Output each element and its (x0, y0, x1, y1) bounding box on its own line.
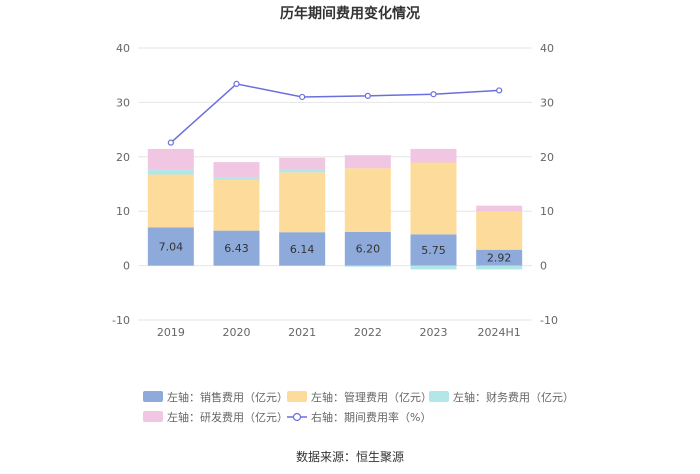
legend-label: 左轴：销售费用（亿元） (167, 390, 288, 404)
legend-swatch (143, 391, 163, 402)
y-right-tick-label: 0 (540, 260, 547, 273)
bar-segment (279, 169, 326, 173)
bar-segment (147, 174, 194, 228)
y-left-tick-label: 20 (116, 151, 130, 164)
bar-segment (213, 177, 260, 180)
legend: 左轴：销售费用（亿元） 左轴：管理费用（亿元） 左轴：财务费用（亿元） 左轴：研发费用… (143, 390, 574, 424)
bar-value-label: 6.14 (290, 243, 315, 256)
bar-segment (147, 169, 194, 175)
bar-segment (213, 230, 260, 266)
bar-segment (344, 168, 391, 232)
bar-segment (279, 232, 326, 266)
bar-segment (410, 162, 457, 235)
bar-value-label: 2.92 (487, 252, 512, 265)
legend-marker (292, 412, 302, 422)
x-tick-label: 2024H1 (478, 326, 521, 339)
x-tick-label: 2021 (288, 326, 316, 339)
bar-segment (410, 265, 457, 270)
bar-segment (410, 234, 457, 266)
bar-segment (213, 162, 260, 178)
x-tick-label: 2022 (354, 326, 382, 339)
x-tick-label: 2019 (157, 326, 185, 339)
y-left-tick-label: 30 (116, 96, 130, 109)
legend-label: 右轴：期间费用率（%） (311, 410, 431, 424)
y-right-tick-label: 10 (540, 205, 554, 218)
bar-value-label: 7.04 (159, 240, 184, 253)
bar-segment (344, 155, 391, 169)
y-left-tick-label: 40 (116, 42, 130, 55)
y-left-tick-label: -10 (112, 314, 130, 327)
legend-swatch (287, 391, 307, 402)
rate-point (299, 93, 306, 101)
y-right-tick-label: 30 (540, 96, 554, 109)
line-layer (167, 80, 503, 146)
bar-segment (213, 179, 260, 231)
y-left-tick-label: 10 (116, 205, 130, 218)
bar-segment (410, 148, 457, 163)
rate-point (167, 139, 174, 146)
bar-segment (476, 211, 523, 250)
chart-title: 历年期间费用变化情况 (280, 5, 420, 22)
rate-point (364, 92, 371, 99)
bar-segment (476, 249, 523, 266)
bar-segment (476, 205, 523, 212)
bar-segment (147, 227, 194, 266)
bar-segment (279, 157, 326, 170)
legend-swatch (429, 391, 449, 402)
legend-label: 左轴：管理费用（亿元） (311, 390, 432, 404)
y-right-tick-label: 40 (540, 42, 554, 55)
bar-segment (344, 231, 391, 266)
bar-layer (147, 148, 523, 270)
x-tick-label: 2023 (420, 326, 448, 339)
data-label-layer: 7.04 6.43 6.14 6.20 5.75 2.92 (159, 240, 512, 264)
y-left-tick-label: 0 (123, 260, 130, 273)
data-source: 数据来源：恒生聚源 (296, 449, 404, 464)
bar-value-label: 6.20 (356, 243, 381, 256)
rate-point (430, 91, 437, 98)
bar-value-label: 5.75 (421, 244, 446, 257)
y-right-tick-label: 20 (540, 151, 554, 164)
bar-value-label: 6.43 (224, 242, 249, 255)
legend-swatch (143, 411, 163, 422)
bar-segment (476, 265, 523, 270)
x-tick-label: 2020 (223, 326, 251, 339)
bar-segment (279, 172, 326, 233)
bar-segment (147, 148, 194, 170)
legend-label: 左轴：研发费用（亿元） (167, 410, 288, 424)
axis-layer: -10 0 10 20 30 40 -10 0 10 20 30 40 2019 2020 2021 2022… (112, 42, 558, 339)
grid-layer (138, 47, 532, 321)
bar-segment (344, 265, 391, 267)
rate-point (496, 87, 503, 94)
rate-line (170, 83, 500, 144)
y-right-tick-label: -10 (540, 314, 558, 327)
rate-point (233, 80, 240, 88)
legend-label: 左轴：财务费用（亿元） (453, 390, 574, 404)
